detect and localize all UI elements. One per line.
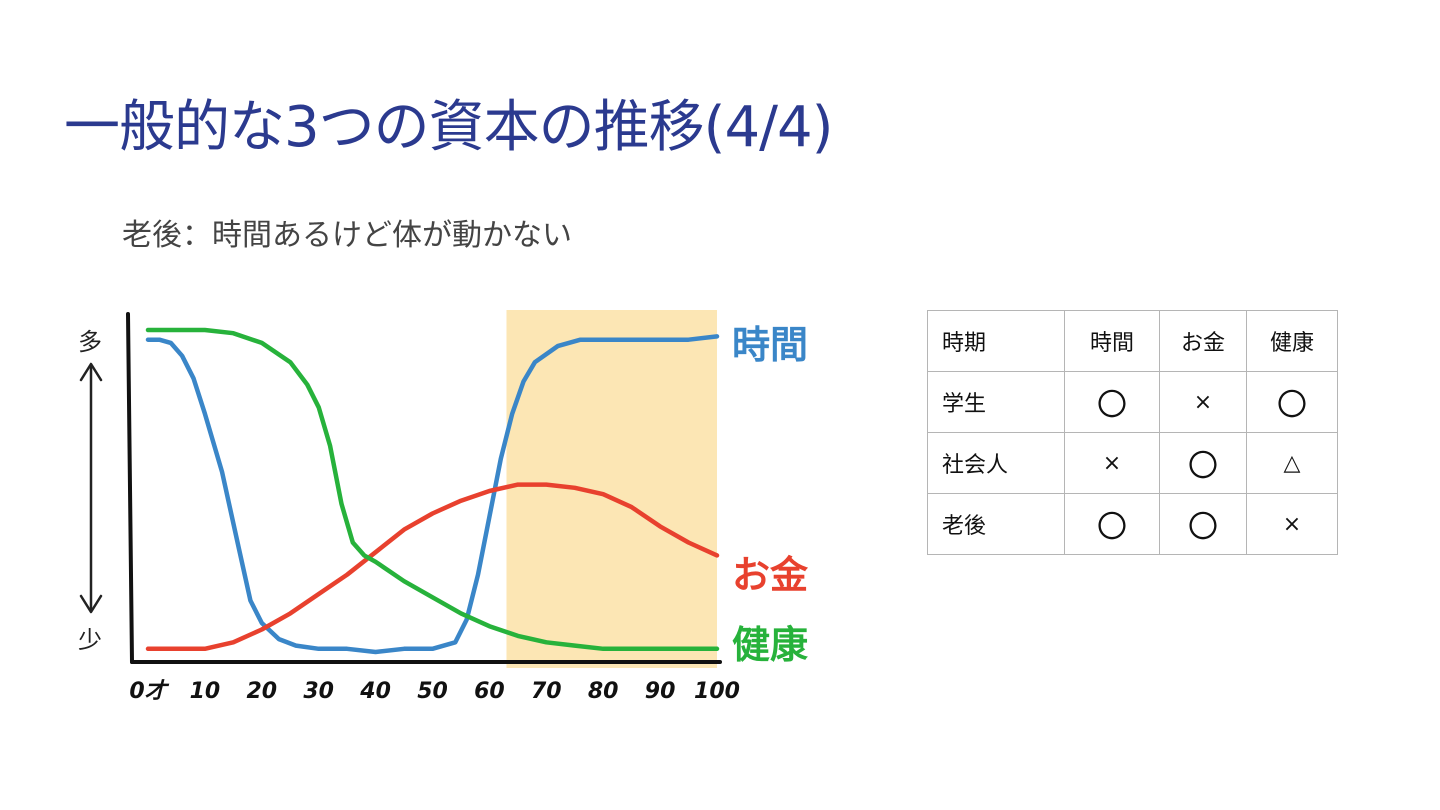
series-line-お金 [145, 482, 720, 652]
x-tick-label: 50 [417, 679, 448, 704]
table-row: 学生 〇 × 〇 [927, 371, 1338, 433]
x-tick-label: 100 [694, 679, 740, 704]
table-cell-money: 〇 [1159, 432, 1247, 494]
table-cell-period: 老後 [927, 493, 1065, 555]
x-tick-label: 30 [303, 679, 334, 704]
retirement-highlight-band [506, 310, 717, 668]
table-header-money: お金 [1159, 310, 1247, 372]
table-cell-money: × [1159, 371, 1247, 433]
table-header-row: 時期 時間 お金 健康 [927, 310, 1338, 372]
table-cell-health: △ [1246, 432, 1338, 494]
slide-title: 一般的な3つの資本の推移(4/4) [64, 95, 833, 160]
x-tick-label: 90 [645, 679, 676, 704]
table-header-time: 時間 [1064, 310, 1160, 372]
x-tick-label: 80 [588, 679, 619, 704]
table-cell-health: × [1246, 493, 1338, 555]
table-cell-time: × [1064, 432, 1160, 494]
table-cell-health: 〇 [1246, 371, 1338, 433]
slide-subtitle: 老後：時間あるけど体が動かない [122, 218, 572, 253]
y-axis [126, 312, 134, 664]
table-header-period: 時期 [927, 310, 1065, 372]
x-tick-label: 40 [359, 679, 391, 704]
table-cell-time: 〇 [1064, 493, 1160, 555]
y-axis-arrow [79, 362, 103, 614]
table-cell-time: 〇 [1064, 371, 1160, 433]
y-axis-bottom-label: 少 [78, 626, 102, 654]
series-label-お金: お金 [732, 553, 809, 597]
x-tick-label: 0才 [129, 679, 169, 704]
x-tick-label: 60 [474, 679, 505, 704]
table-header-health: 健康 [1246, 310, 1338, 372]
x-tick-label: 10 [190, 679, 221, 704]
series-line-時間 [145, 334, 720, 655]
table-cell-period: 学生 [927, 371, 1065, 433]
table-cell-period: 社会人 [927, 432, 1065, 494]
y-axis-top-label: 多 [78, 328, 102, 356]
x-tick-label: 20 [246, 679, 277, 704]
table-row: 社会人 × 〇 △ [927, 432, 1338, 494]
series-label-時間: 時間 [732, 323, 808, 367]
series-label-健康: 健康 [732, 623, 808, 667]
table-cell-money: 〇 [1159, 493, 1247, 555]
capital-summary-table: 時期 時間 お金 健康 学生 〇 × 〇 社会人 × 〇 △ 老後 〇 〇 × [927, 310, 1338, 555]
table-row: 老後 〇 〇 × [927, 493, 1338, 555]
series-line-健康 [145, 327, 720, 652]
x-tick-label: 70 [531, 679, 562, 704]
